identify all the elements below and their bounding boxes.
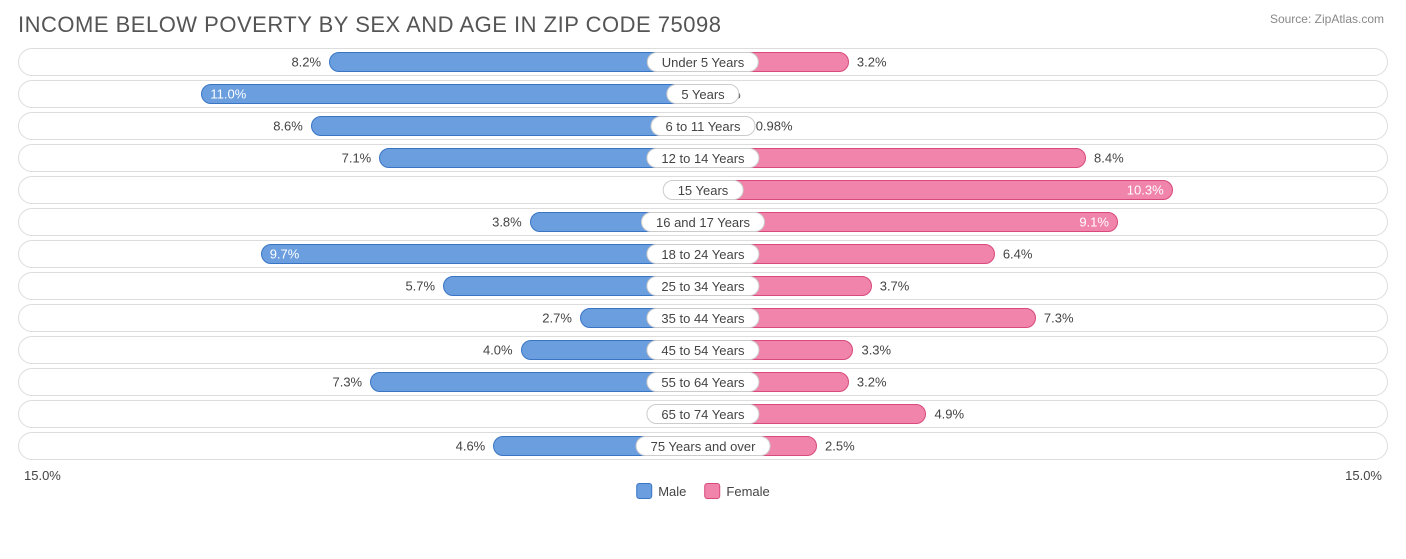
chart-footer: 15.0% 15.0% Male Female: [18, 464, 1388, 488]
chart-row: 7.3% 3.2% 55 to 64 Years: [18, 368, 1388, 396]
chart-row: 4.0% 3.3% 45 to 54 Years: [18, 336, 1388, 364]
male-bar: 11.0%: [201, 84, 703, 104]
male-bar: 9.7%: [261, 244, 703, 264]
female-value-label: 7.3%: [1036, 311, 1074, 326]
source-attribution: Source: ZipAtlas.com: [1270, 12, 1384, 26]
male-value-label: 4.0%: [483, 343, 521, 358]
category-pill: 75 Years and over: [636, 436, 771, 456]
category-pill: 6 to 11 Years: [651, 116, 756, 136]
chart-row: 9.7% 6.4% 18 to 24 Years: [18, 240, 1388, 268]
diverging-bar-chart: 8.2% 3.2% Under 5 Years 11.0%0.0%5 Years 8.6…: [18, 48, 1388, 460]
male-value-label: 3.8%: [492, 215, 530, 230]
female-value-label: 6.4%: [995, 247, 1033, 262]
legend-label-male: Male: [658, 484, 686, 499]
male-value-label: 9.7%: [270, 247, 300, 262]
legend: Male Female: [636, 483, 770, 499]
chart-row: 8.6%0.98%6 to 11 Years: [18, 112, 1388, 140]
chart-row: 11.0%0.0%5 Years: [18, 80, 1388, 108]
female-value-label: 3.3%: [853, 343, 891, 358]
female-bar: 9.1%: [703, 212, 1118, 232]
chart-row: 3.8% 9.1% 16 and 17 Years: [18, 208, 1388, 236]
female-value-label: 4.9%: [926, 407, 964, 422]
female-value-label: 3.2%: [849, 55, 887, 70]
chart-row: 0.0%4.9%65 to 74 Years: [18, 400, 1388, 428]
category-pill: 45 to 54 Years: [646, 340, 759, 360]
female-value-label: 10.3%: [1127, 183, 1164, 198]
category-pill: 65 to 74 Years: [646, 404, 759, 424]
male-value-label: 11.0%: [210, 87, 246, 102]
category-pill: Under 5 Years: [647, 52, 759, 72]
chart-row: 8.2% 3.2% Under 5 Years: [18, 48, 1388, 76]
category-pill: 5 Years: [666, 84, 739, 104]
chart-row: 2.7% 7.3% 35 to 44 Years: [18, 304, 1388, 332]
category-pill: 18 to 24 Years: [646, 244, 759, 264]
category-pill: 16 and 17 Years: [641, 212, 765, 232]
male-value-label: 5.7%: [405, 279, 443, 294]
male-value-label: 7.1%: [342, 151, 380, 166]
male-value-label: 2.7%: [542, 311, 580, 326]
female-swatch-icon: [704, 483, 720, 499]
male-value-label: 8.6%: [273, 119, 311, 134]
female-value-label: 3.7%: [872, 279, 910, 294]
legend-item-female: Female: [704, 483, 769, 499]
category-pill: 35 to 44 Years: [646, 308, 759, 328]
legend-item-male: Male: [636, 483, 686, 499]
male-value-label: 4.6%: [456, 439, 494, 454]
axis-max-right: 15.0%: [1345, 468, 1382, 483]
female-bar: [703, 148, 1086, 168]
chart-row: 4.6% 2.5% 75 Years and over: [18, 432, 1388, 460]
female-value-label: 9.1%: [1079, 215, 1109, 230]
male-value-label: 8.2%: [291, 55, 329, 70]
chart-row: 0.0%10.3%15 Years: [18, 176, 1388, 204]
category-pill: 55 to 64 Years: [646, 372, 759, 392]
female-value-label: 2.5%: [817, 439, 855, 454]
axis-max-left: 15.0%: [24, 468, 61, 483]
female-value-label: 3.2%: [849, 375, 887, 390]
legend-label-female: Female: [726, 484, 769, 499]
category-pill: 15 Years: [663, 180, 744, 200]
chart-row: 7.1% 8.4% 12 to 14 Years: [18, 144, 1388, 172]
male-bar: [311, 116, 703, 136]
female-value-label: 8.4%: [1086, 151, 1124, 166]
male-value-label: 7.3%: [332, 375, 370, 390]
category-pill: 12 to 14 Years: [646, 148, 759, 168]
male-swatch-icon: [636, 483, 652, 499]
chart-title: INCOME BELOW POVERTY BY SEX AND AGE IN Z…: [18, 12, 1388, 38]
chart-row: 5.7% 3.7% 25 to 34 Years: [18, 272, 1388, 300]
female-bar: 10.3%: [703, 180, 1173, 200]
category-pill: 25 to 34 Years: [646, 276, 759, 296]
